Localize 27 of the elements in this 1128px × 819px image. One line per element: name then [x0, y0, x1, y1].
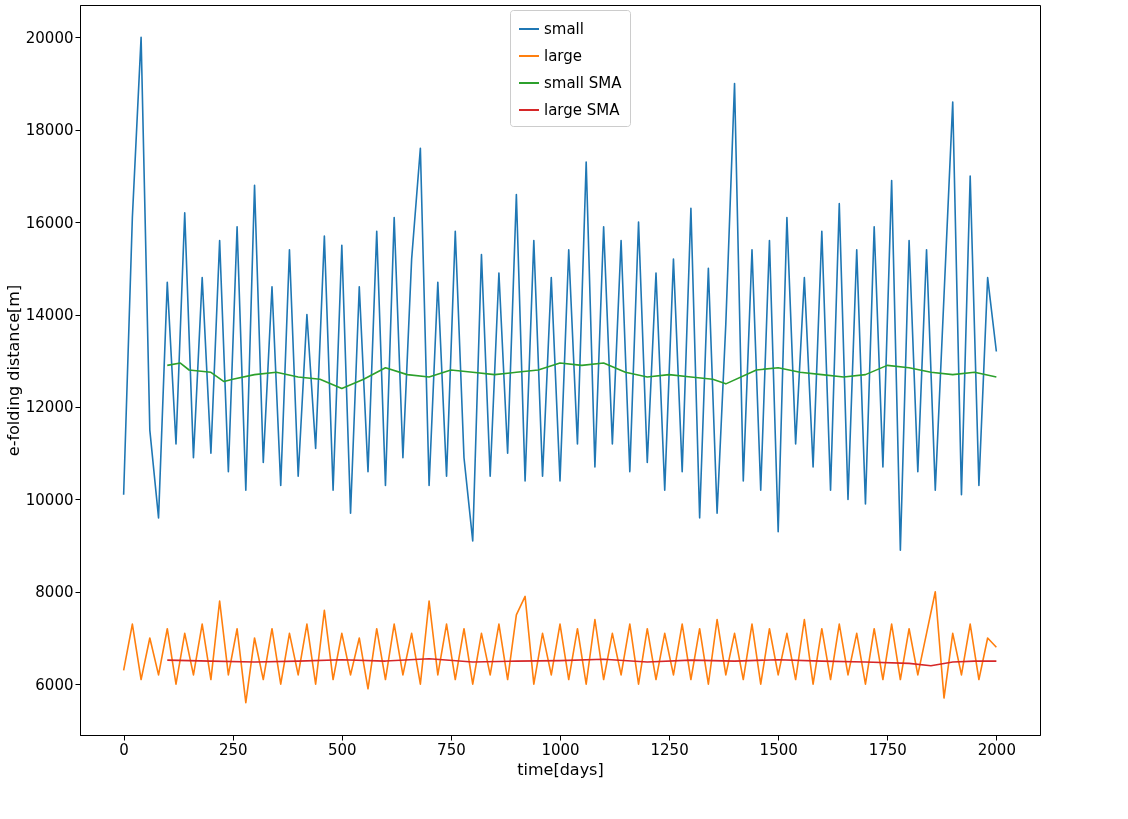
- line-series: [122, 590, 998, 704]
- legend-label: large SMA: [544, 101, 621, 119]
- y-tick-label: 6000: [35, 675, 74, 694]
- x-axis-title: time[days]: [517, 759, 604, 779]
- y-tick-label: 12000: [25, 398, 74, 417]
- y-tick-label: 20000: [25, 28, 74, 47]
- x-tick-label: 500: [328, 740, 357, 759]
- x-tick-label: 1750: [868, 740, 907, 759]
- y-axis-title: e-folding distance[m]: [3, 284, 23, 457]
- line-series: [166, 657, 998, 667]
- y-tick-label: 14000: [25, 306, 74, 325]
- x-tick-label: 0: [119, 740, 129, 759]
- y-tick-label: 18000: [25, 121, 74, 140]
- line-series: [166, 362, 998, 390]
- x-tick-label: 250: [218, 740, 248, 759]
- x-tick-label: 750: [437, 740, 466, 759]
- line-series: [122, 36, 998, 551]
- y-tick-label: 8000: [35, 583, 74, 602]
- x-tick-label: 2000: [977, 740, 1016, 759]
- legend-label: small: [544, 20, 584, 38]
- x-tick-label: 1500: [759, 740, 798, 759]
- x-tick-label: 1250: [650, 740, 689, 759]
- legend-label: small SMA: [544, 74, 623, 92]
- y-tick-label: 16000: [25, 213, 74, 232]
- legend-label: large: [544, 47, 583, 65]
- y-tick-label: 10000: [25, 490, 74, 509]
- x-tick-label: 1000: [541, 740, 580, 759]
